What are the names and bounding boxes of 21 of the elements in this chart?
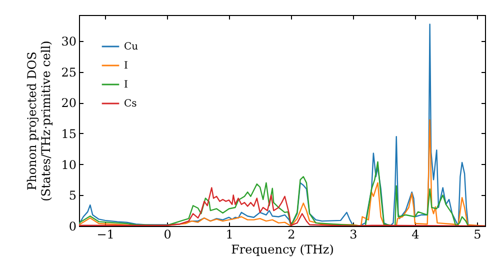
- legend-label: I: [124, 80, 128, 90]
- x-tick-label: 0: [164, 228, 172, 242]
- x-tick-label: 5: [474, 228, 482, 242]
- y-tick-label: 15: [61, 126, 76, 141]
- y-axis-title: Phonon projected DOS (States/THz·primitive cell): [25, 40, 54, 202]
- x-tick-label: 2: [288, 228, 296, 242]
- x-tick-label: 1: [226, 228, 234, 242]
- legend-label: Cs: [124, 98, 137, 110]
- x-tick-label: 4: [412, 228, 420, 242]
- legend-label: Cu: [124, 42, 139, 52]
- y-tick-label: 20: [61, 96, 76, 110]
- y-tick-label: 10: [61, 158, 76, 172]
- line-series: [79, 119, 485, 226]
- x-axis-title: Frequency (THz): [231, 242, 334, 256]
- y-tick-label: 25: [61, 65, 76, 80]
- x-tick-label: −1: [96, 228, 114, 242]
- legend-label: I: [124, 60, 128, 72]
- y-tick-label: 5: [68, 188, 76, 203]
- line-series: [79, 187, 485, 226]
- x-tick-label: 3: [350, 228, 358, 242]
- y-tick-label: 30: [61, 34, 76, 48]
